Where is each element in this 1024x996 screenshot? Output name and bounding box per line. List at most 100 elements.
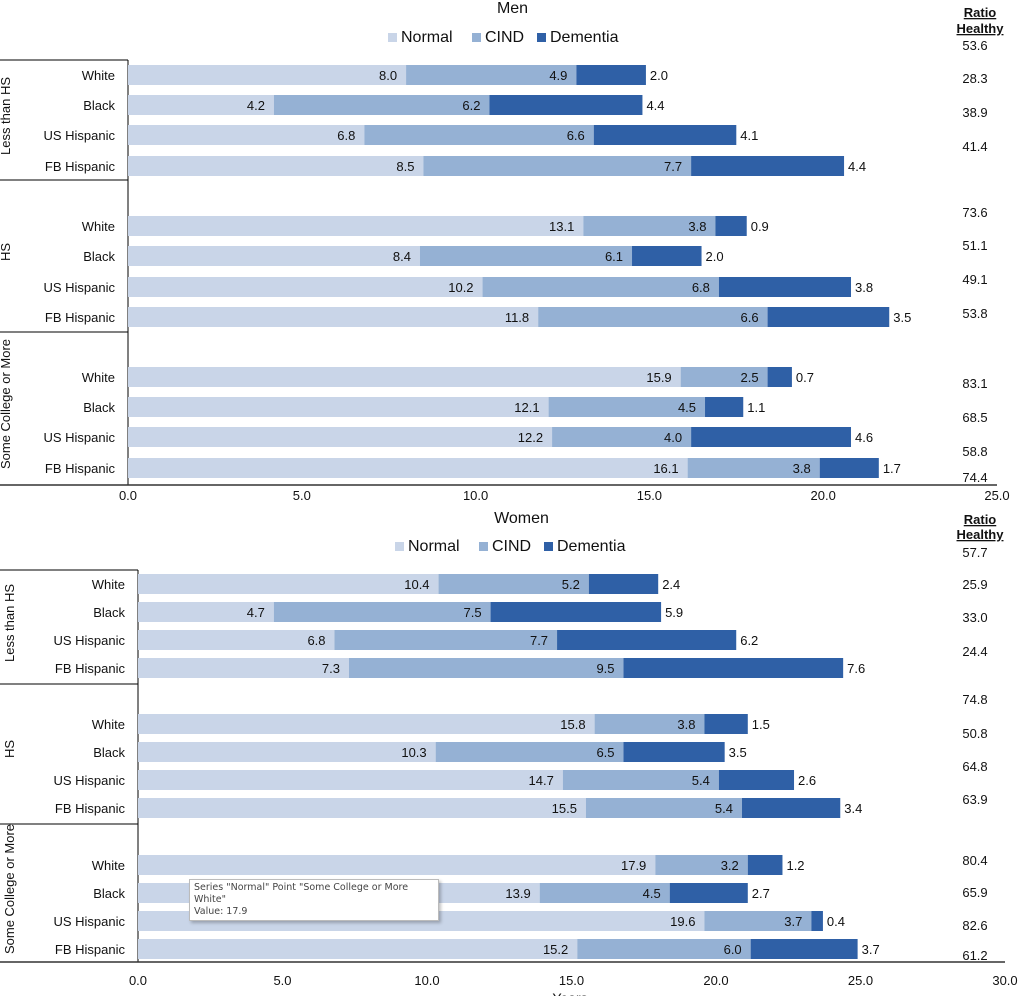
- bar-dementia: [705, 397, 744, 417]
- row-label: Black: [83, 249, 115, 264]
- bar-dementia: [691, 427, 852, 447]
- bar-normal: [128, 156, 424, 176]
- bar-normal: [128, 65, 407, 85]
- ratio-value: 24.4: [962, 644, 987, 659]
- legend-label-normal: Normal: [401, 29, 453, 46]
- data-label-normal: 11.8: [505, 310, 529, 325]
- bar-cind: [704, 911, 812, 931]
- bar-dementia: [623, 742, 725, 762]
- legend-label-cind: CIND: [492, 538, 531, 555]
- row-label: FB Hispanic: [55, 942, 126, 957]
- bar-dementia: [747, 855, 783, 875]
- data-label-normal: 16.1: [653, 461, 678, 476]
- legend-label-cind: CIND: [485, 29, 524, 46]
- bar-normal: [128, 427, 553, 447]
- x-tick-label: 10.0: [414, 973, 439, 988]
- bar-dementia: [557, 630, 737, 650]
- ratio-value: 41.4: [962, 139, 987, 154]
- bar-cind: [348, 658, 624, 678]
- data-label-normal: 4.2: [247, 98, 265, 113]
- bar-normal: [128, 246, 420, 266]
- data-label-dementia: 4.6: [855, 430, 873, 445]
- bar-normal: [128, 458, 688, 478]
- ratio-value: 49.1: [962, 272, 987, 287]
- x-tick-label: 15.0: [559, 973, 584, 988]
- ratio-value: 57.7: [962, 545, 987, 560]
- tooltip-value: Value: 17.9: [194, 906, 248, 917]
- data-label-dementia: 3.4: [844, 801, 862, 816]
- bar-normal: [138, 574, 439, 594]
- bar-normal: [138, 770, 563, 790]
- x-tick-label: 20.0: [811, 488, 836, 503]
- bar-dementia: [593, 125, 737, 145]
- x-tick-label: 30.0: [992, 973, 1017, 988]
- bar-normal: [138, 602, 274, 622]
- data-label-dementia: 6.2: [740, 633, 758, 648]
- data-label-dementia: 0.4: [827, 914, 845, 929]
- bar-dementia: [489, 95, 643, 115]
- row-label: US Hispanic: [43, 128, 115, 143]
- ratio-header: Healthy: [957, 527, 1005, 542]
- data-label-normal: 7.3: [322, 661, 340, 676]
- ratio-value: 82.6: [962, 918, 987, 933]
- ratio-value: 64.8: [962, 759, 987, 774]
- legend-swatch-cind: [472, 33, 481, 42]
- row-label: FB Hispanic: [45, 461, 116, 476]
- data-label-normal: 17.9: [621, 858, 646, 873]
- x-tick-label: 15.0: [637, 488, 662, 503]
- data-label-dementia: 1.2: [786, 858, 804, 873]
- data-label-cind: 4.9: [549, 68, 567, 83]
- bar-cind: [552, 427, 692, 447]
- data-label-cind: 6.0: [724, 942, 742, 957]
- data-label-dementia: 2.6: [798, 773, 816, 788]
- ratio-value: 74.8: [962, 692, 987, 707]
- bar-dementia: [811, 911, 823, 931]
- data-label-normal: 15.5: [552, 801, 577, 816]
- ratio-header: Ratio: [964, 512, 997, 527]
- row-label: FB Hispanic: [55, 801, 126, 816]
- bar-normal: [128, 397, 549, 417]
- row-label: US Hispanic: [53, 633, 125, 648]
- bar-normal: [138, 798, 586, 818]
- data-label-cind: 4.5: [643, 886, 661, 901]
- legend-label-dementia: Dementia: [550, 29, 619, 46]
- data-label-cind: 9.5: [596, 661, 614, 676]
- ratio-value: 51.1: [962, 238, 987, 253]
- group-label: HS: [0, 243, 13, 261]
- data-label-dementia: 3.5: [893, 310, 911, 325]
- bar-normal: [138, 939, 578, 959]
- data-label-cind: 3.8: [677, 717, 695, 732]
- x-tick-label: 10.0: [463, 488, 488, 503]
- bar-dementia: [704, 714, 748, 734]
- data-label-normal: 6.8: [307, 633, 325, 648]
- bar-dementia: [490, 602, 662, 622]
- data-label-cind: 7.5: [464, 605, 482, 620]
- data-label-normal: 10.3: [401, 745, 426, 760]
- ratio-value: 25.9: [962, 577, 987, 592]
- data-label-cind: 3.8: [688, 219, 706, 234]
- ratio-value: 73.6: [962, 205, 987, 220]
- data-label-cind: 7.7: [530, 633, 548, 648]
- row-label: Black: [93, 605, 125, 620]
- bar-dementia: [669, 883, 748, 903]
- data-label-dementia: 3.7: [862, 942, 880, 957]
- data-label-cind: 4.5: [678, 400, 696, 415]
- legend-swatch-cind: [479, 542, 488, 551]
- data-label-dementia: 4.4: [646, 98, 664, 113]
- chart-title: Men: [497, 0, 528, 17]
- data-label-dementia: 5.9: [665, 605, 683, 620]
- legend-label-dementia: Dementia: [557, 538, 626, 555]
- bar-normal: [128, 367, 681, 387]
- bar-dementia: [623, 658, 844, 678]
- x-tick-label: 25.0: [984, 488, 1009, 503]
- data-label-normal: 8.0: [379, 68, 397, 83]
- bar-cind: [562, 770, 719, 790]
- ratio-value: 58.8: [962, 444, 987, 459]
- row-label: Black: [93, 886, 125, 901]
- row-label: White: [82, 68, 115, 83]
- row-label: FB Hispanic: [55, 661, 126, 676]
- bar-normal: [138, 742, 436, 762]
- x-tick-label: 5.0: [273, 973, 291, 988]
- data-label-cind: 6.8: [692, 280, 710, 295]
- ratio-header: Healthy: [957, 21, 1005, 36]
